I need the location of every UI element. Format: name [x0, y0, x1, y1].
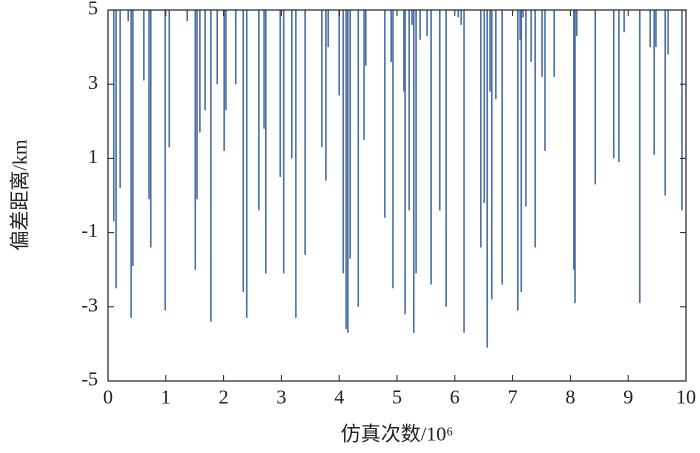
y-tick-label: -3: [81, 294, 98, 316]
x-tick-label: 6: [450, 387, 460, 409]
x-tick-label: 9: [623, 387, 633, 409]
y-axis-label: 偏差距离/km: [9, 139, 32, 251]
x-tick-label: 4: [334, 387, 344, 409]
x-tick-label: 10: [676, 387, 696, 409]
y-tick-label: 1: [88, 146, 98, 168]
y-tick-label: 5: [88, 0, 98, 20]
x-tick-label: 0: [103, 387, 113, 409]
y-tick-label: -1: [81, 220, 98, 242]
x-tick-label: 5: [392, 387, 402, 409]
x-tick-label: 1: [161, 387, 171, 409]
x-tick-label: 2: [219, 387, 229, 409]
x-tick-label: 3: [276, 387, 286, 409]
x-tick-label: 8: [565, 387, 575, 409]
x-axis-label: 仿真次数/10⁶: [341, 423, 454, 446]
x-tick-label: 7: [508, 387, 518, 409]
y-tick-label: 3: [88, 72, 98, 94]
y-tick-label: -5: [81, 369, 98, 391]
